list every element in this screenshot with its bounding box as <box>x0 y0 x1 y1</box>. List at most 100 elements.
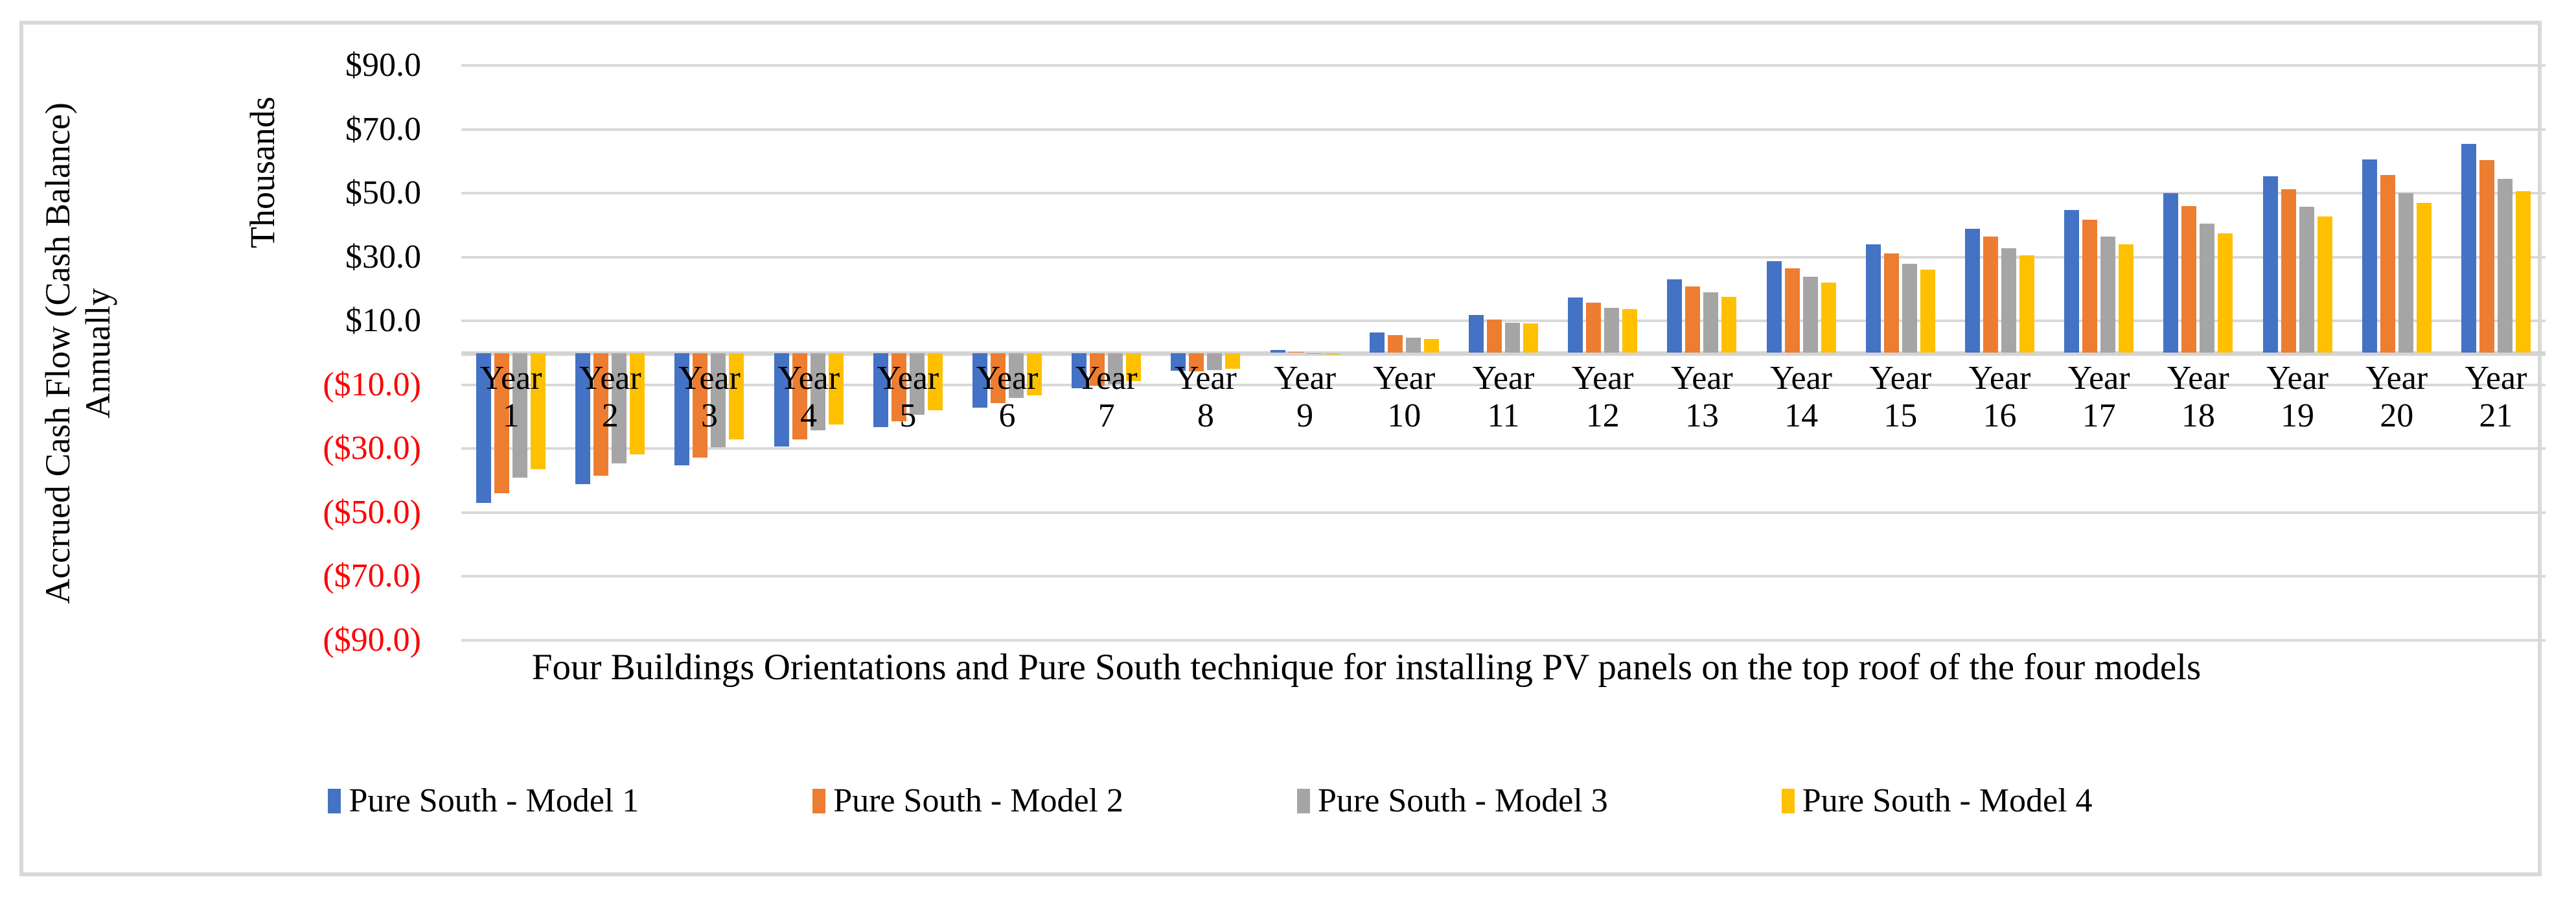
x-axis-category-label: Year 2 <box>579 359 641 434</box>
bar-pure-south-model-1-year-17 <box>2064 209 2080 353</box>
bar-pure-south-model-4-year-2 <box>630 353 645 455</box>
gridline <box>461 575 2546 578</box>
legend-item-model-3: Pure South - Model 3 <box>1297 782 1608 821</box>
bar-pure-south-model-4-year-1 <box>531 353 546 470</box>
y-axis-tick-label: $50.0 <box>345 174 421 212</box>
bar-pure-south-model-4-year-19 <box>2317 216 2332 353</box>
bar-pure-south-model-3-year-1 <box>512 353 528 478</box>
bar-pure-south-model-4-year-16 <box>2019 255 2034 353</box>
gridline <box>461 511 2546 514</box>
bar-pure-south-model-4-year-12 <box>1622 309 1638 353</box>
bar-pure-south-model-1-year-20 <box>2362 159 2377 353</box>
bar-pure-south-model-2-year-17 <box>2082 220 2098 353</box>
legend-label: Pure South - Model 4 <box>1802 782 2093 819</box>
bar-pure-south-model-4-year-3 <box>729 353 744 440</box>
x-axis-category-label: Year 9 <box>1274 359 1337 434</box>
bar-pure-south-model-2-year-15 <box>1883 253 1899 353</box>
bar-pure-south-model-3-year-21 <box>2497 178 2513 353</box>
gridline <box>461 192 2546 195</box>
x-axis-category-label: Year 12 <box>1571 359 1634 434</box>
x-axis-category-label: Year 4 <box>777 359 840 434</box>
bar-pure-south-model-2-year-11 <box>1487 319 1502 353</box>
bar-pure-south-model-1-year-14 <box>1766 261 1782 353</box>
legend-marker-icon <box>328 789 341 813</box>
y-axis-tick-label: $30.0 <box>345 238 421 275</box>
bar-pure-south-model-1-year-19 <box>2262 176 2278 353</box>
y-axis-tick-label: $70.0 <box>345 110 421 148</box>
x-axis-category-label: Year 7 <box>1075 359 1138 434</box>
y-axis-tick-label: ($70.0) <box>323 557 421 595</box>
y-axis-tick-label: ($90.0) <box>323 622 421 658</box>
x-axis-category-label: Year 17 <box>2067 359 2130 434</box>
bar-pure-south-model-3-year-12 <box>1604 307 1620 353</box>
x-axis-category-label: Year 13 <box>1670 359 1733 434</box>
bar-pure-south-model-3-year-9 <box>1306 353 1322 354</box>
bar-pure-south-model-2-year-6 <box>991 353 1006 404</box>
bar-pure-south-model-2-year-12 <box>1586 302 1602 353</box>
gridline <box>461 639 2546 642</box>
y-axis-tick-label: $90.0 <box>345 47 421 84</box>
bar-pure-south-model-1-year-2 <box>575 353 591 484</box>
bar-pure-south-model-2-year-16 <box>1983 236 1998 353</box>
y-axis-tick-label: ($30.0) <box>323 430 421 467</box>
bar-pure-south-model-4-year-14 <box>1821 282 1836 353</box>
legend: Pure South - Model 1 Pure South - Model 2… <box>0 782 2498 821</box>
bar-pure-south-model-4-year-18 <box>2218 233 2233 353</box>
x-axis-category-label: Year 16 <box>1968 359 2031 434</box>
gridline <box>461 447 2546 450</box>
bar-pure-south-model-2-year-5 <box>891 353 906 422</box>
bar-pure-south-model-1-year-10 <box>1369 332 1385 353</box>
bar-pure-south-model-1-year-13 <box>1667 279 1683 353</box>
bar-pure-south-model-1-year-11 <box>1469 314 1484 353</box>
bar-pure-south-model-3-year-14 <box>1802 277 1818 353</box>
bar-pure-south-model-1-year-18 <box>2163 193 2179 353</box>
x-axis-category-label: Year 21 <box>2465 359 2527 434</box>
legend-item-model-1: Pure South - Model 1 <box>328 782 639 821</box>
y-axis-tick-label: ($10.0) <box>323 366 421 403</box>
bar-pure-south-model-1-year-7 <box>1072 353 1087 388</box>
gridline <box>461 320 2546 323</box>
bar-pure-south-model-3-year-20 <box>2398 193 2413 353</box>
bar-pure-south-model-3-year-8 <box>1207 353 1223 370</box>
bar-pure-south-model-1-year-6 <box>972 353 988 408</box>
y-axis-tick-label: ($50.0) <box>323 493 421 531</box>
bar-pure-south-model-1-year-9 <box>1270 350 1285 353</box>
y-axis-title-line2: Annually <box>78 288 117 419</box>
bar-pure-south-model-1-year-15 <box>1865 244 1881 353</box>
legend-marker-icon <box>1297 789 1310 813</box>
legend-item-model-2: Pure South - Model 2 <box>812 782 1123 821</box>
bar-pure-south-model-4-year-13 <box>1721 297 1737 353</box>
bar-pure-south-model-4-year-7 <box>1126 353 1142 382</box>
bar-pure-south-model-3-year-19 <box>2299 207 2314 353</box>
legend-item-model-4: Pure South - Model 4 <box>1781 782 2093 821</box>
x-axis-category-label: Year 6 <box>976 359 1039 434</box>
bar-pure-south-model-4-year-8 <box>1225 353 1241 369</box>
bar-pure-south-model-3-year-18 <box>2200 223 2215 353</box>
x-axis-category-label: Year 19 <box>2266 359 2329 434</box>
bar-pure-south-model-1-year-12 <box>1568 297 1583 353</box>
bar-pure-south-model-3-year-16 <box>2001 248 2016 353</box>
bar-pure-south-model-4-year-10 <box>1423 338 1439 353</box>
x-axis-category-label: Year 5 <box>877 359 939 434</box>
legend-marker-icon <box>812 789 826 813</box>
bar-pure-south-model-1-year-16 <box>1964 228 1980 353</box>
bar-pure-south-model-2-year-18 <box>2181 206 2197 353</box>
gridline <box>461 64 2546 67</box>
bar-pure-south-model-2-year-19 <box>2281 189 2296 353</box>
gridline <box>461 383 2546 386</box>
gridline <box>461 128 2546 131</box>
x-axis-category-label: Year 15 <box>1869 359 1932 434</box>
x-axis-category-label: Year 8 <box>1175 359 1237 434</box>
bar-pure-south-model-4-year-15 <box>1920 269 1935 353</box>
bar-pure-south-model-1-year-1 <box>476 353 492 504</box>
x-axis-category-label: Year 10 <box>1373 359 1436 434</box>
bar-pure-south-model-2-year-9 <box>1288 352 1304 353</box>
bar-pure-south-model-4-year-21 <box>2515 191 2531 353</box>
legend-marker-icon <box>1781 789 1795 813</box>
x-axis-category-label: Year 3 <box>678 359 741 434</box>
bar-pure-south-model-3-year-10 <box>1405 337 1421 353</box>
bar-pure-south-model-4-year-20 <box>2416 203 2432 353</box>
bar-pure-south-model-3-year-13 <box>1703 292 1719 353</box>
bar-pure-south-model-2-year-13 <box>1685 286 1701 353</box>
